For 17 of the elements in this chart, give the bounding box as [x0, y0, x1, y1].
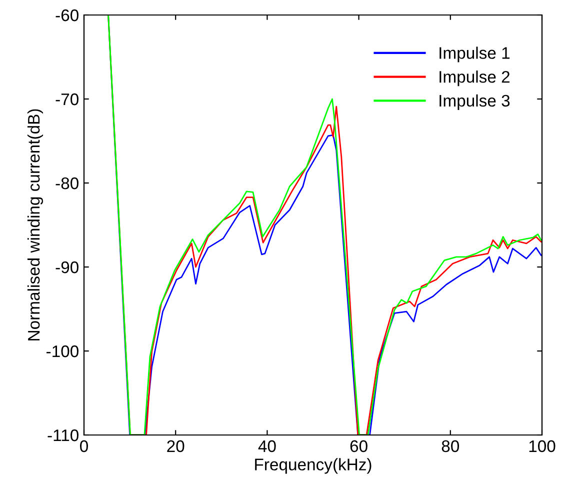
x-tick-label: 100 — [529, 440, 556, 452]
x-axis-title: Frequency(kHz) — [255, 458, 372, 474]
y-tick-label: -110 — [48, 429, 78, 442]
y-tick-label: -100 — [46, 345, 78, 358]
y-tick-label: -90 — [56, 261, 78, 274]
y-tick-label: -70 — [56, 93, 78, 106]
x-tick-label: 40 — [258, 440, 276, 452]
y-axis-title: Normalised winding current(dB) — [27, 109, 44, 340]
x-tick-label: 60 — [350, 440, 368, 452]
x-tick-label: 80 — [442, 440, 460, 452]
x-tick-label: 0 — [80, 440, 88, 452]
y-tick-label: -60 — [56, 9, 78, 22]
legend-label: Impulse 1 — [440, 46, 510, 62]
x-tick-label: 20 — [167, 440, 184, 452]
legend-label: Impulse 2 — [440, 70, 510, 86]
legend-label: Impulse 3 — [440, 94, 510, 110]
y-tick-label: -80 — [56, 177, 78, 190]
